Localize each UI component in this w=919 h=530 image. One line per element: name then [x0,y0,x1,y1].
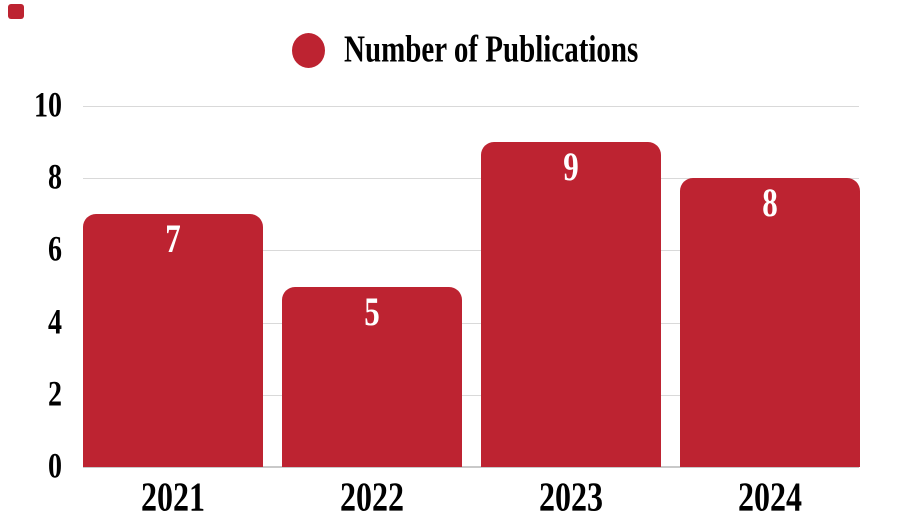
y-axis-tick-label-6: 6 [48,229,62,270]
x-axis-label-2022: 2022 [340,472,404,520]
gridline-8 [83,178,859,180]
legend-label: Number of Publications [344,29,639,71]
x-axis-baseline [83,466,859,468]
legend-circle-icon [292,33,325,68]
x-axis-label-2021: 2021 [141,472,205,520]
gridline-6 [83,250,859,252]
gridline-10 [83,106,859,107]
corner-red-square-decoration [8,4,24,19]
gridline-2 [83,394,859,396]
y-axis-tick-label-4: 4 [48,301,62,343]
legend: Number of Publications [292,29,639,71]
gridline-4 [83,322,859,324]
bar-value-label-2024: 8 [762,179,778,226]
bar-value-label-2022: 5 [364,288,380,334]
bar-2024: 8 [680,178,860,467]
y-axis-tick-label-8: 8 [48,157,62,198]
bar-value-label-2023: 9 [563,143,579,190]
bar-2022: 5 [282,286,462,467]
bar-2021: 7 [83,214,263,467]
bar-2023: 9 [481,142,661,467]
x-axis-label-2024: 2024 [738,472,802,520]
y-axis-tick-label-0: 0 [48,446,62,487]
y-axis-tick-label-10: 10 [34,85,62,126]
bar-value-label-2021: 7 [165,216,181,262]
y-axis-tick-label-2: 2 [48,373,62,415]
x-axis-label-2023: 2023 [539,472,603,520]
